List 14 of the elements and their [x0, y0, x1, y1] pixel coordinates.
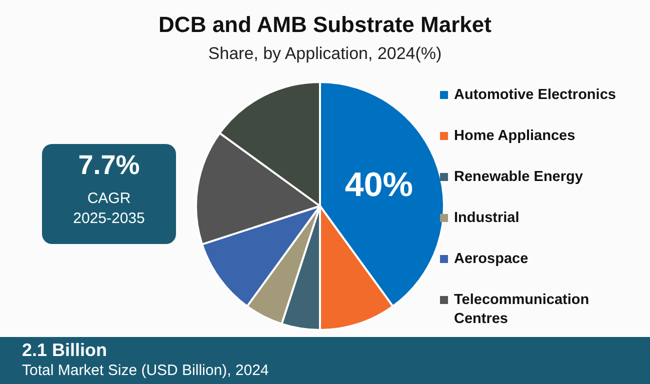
text: Total Market Size (USD Billion), 2024 — [22, 362, 269, 379]
legend-label: Industrial — [454, 209, 520, 228]
chart-title: DCB and AMB Substrate Market — [158, 12, 492, 38]
data-label: 40% — [344, 166, 413, 204]
legend-label: Home Appliances — [454, 127, 576, 146]
text: 2.1 Billion — [22, 340, 108, 361]
chart-subtitle: Share, by Application, 2024(%) — [207, 44, 443, 64]
legend-label: Renewable Energy — [454, 168, 583, 187]
text: 7.7% — [77, 150, 141, 181]
legend-label: Telecommunication Centres — [454, 291, 590, 329]
text: 2025-2035 — [72, 210, 146, 227]
legend-label: Aerospace — [454, 250, 528, 269]
legend-label: Automotive Electronics — [454, 86, 616, 105]
text: CAGR — [86, 190, 132, 207]
